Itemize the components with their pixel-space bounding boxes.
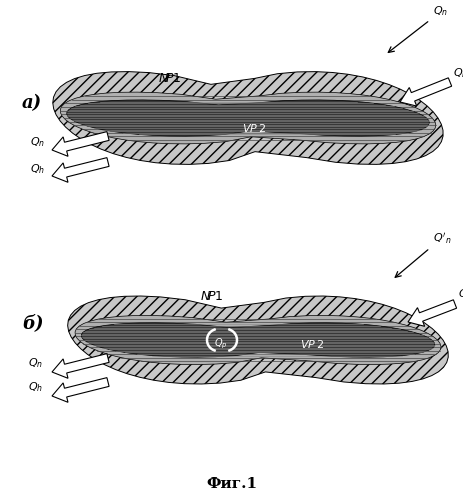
Text: $Q'_n$: $Q'_n$ [432, 232, 450, 246]
Polygon shape [407, 300, 456, 326]
Text: $N\!P1$: $N\!P1$ [158, 72, 181, 85]
Polygon shape [52, 378, 109, 402]
Polygon shape [399, 78, 450, 106]
Polygon shape [60, 92, 435, 144]
Text: $VP\,2$: $VP\,2$ [300, 338, 323, 350]
Text: $Q'_h$: $Q'_h$ [457, 287, 463, 302]
Text: $Q_n$: $Q_n$ [30, 135, 45, 149]
Polygon shape [68, 296, 447, 384]
Text: Фиг.1: Фиг.1 [206, 477, 257, 491]
Polygon shape [53, 72, 442, 164]
Text: $VP\,2$: $VP\,2$ [242, 122, 265, 134]
Text: а): а) [22, 94, 42, 112]
Polygon shape [67, 100, 428, 136]
Text: $Q_h$: $Q_h$ [28, 380, 43, 394]
Polygon shape [52, 158, 109, 182]
Text: б): б) [22, 314, 44, 332]
Text: $Q_n$: $Q_n$ [432, 4, 447, 18]
Text: $Q_p$: $Q_p$ [213, 336, 227, 351]
Polygon shape [52, 354, 109, 378]
Polygon shape [52, 132, 109, 156]
Text: $N\!P1$: $N\!P1$ [200, 290, 223, 303]
Text: $Q_h$: $Q_h$ [30, 162, 45, 176]
Polygon shape [75, 315, 440, 365]
Text: $Q_h$: $Q_h$ [452, 66, 463, 80]
Text: $Q_n$: $Q_n$ [28, 356, 43, 370]
Polygon shape [81, 323, 434, 357]
